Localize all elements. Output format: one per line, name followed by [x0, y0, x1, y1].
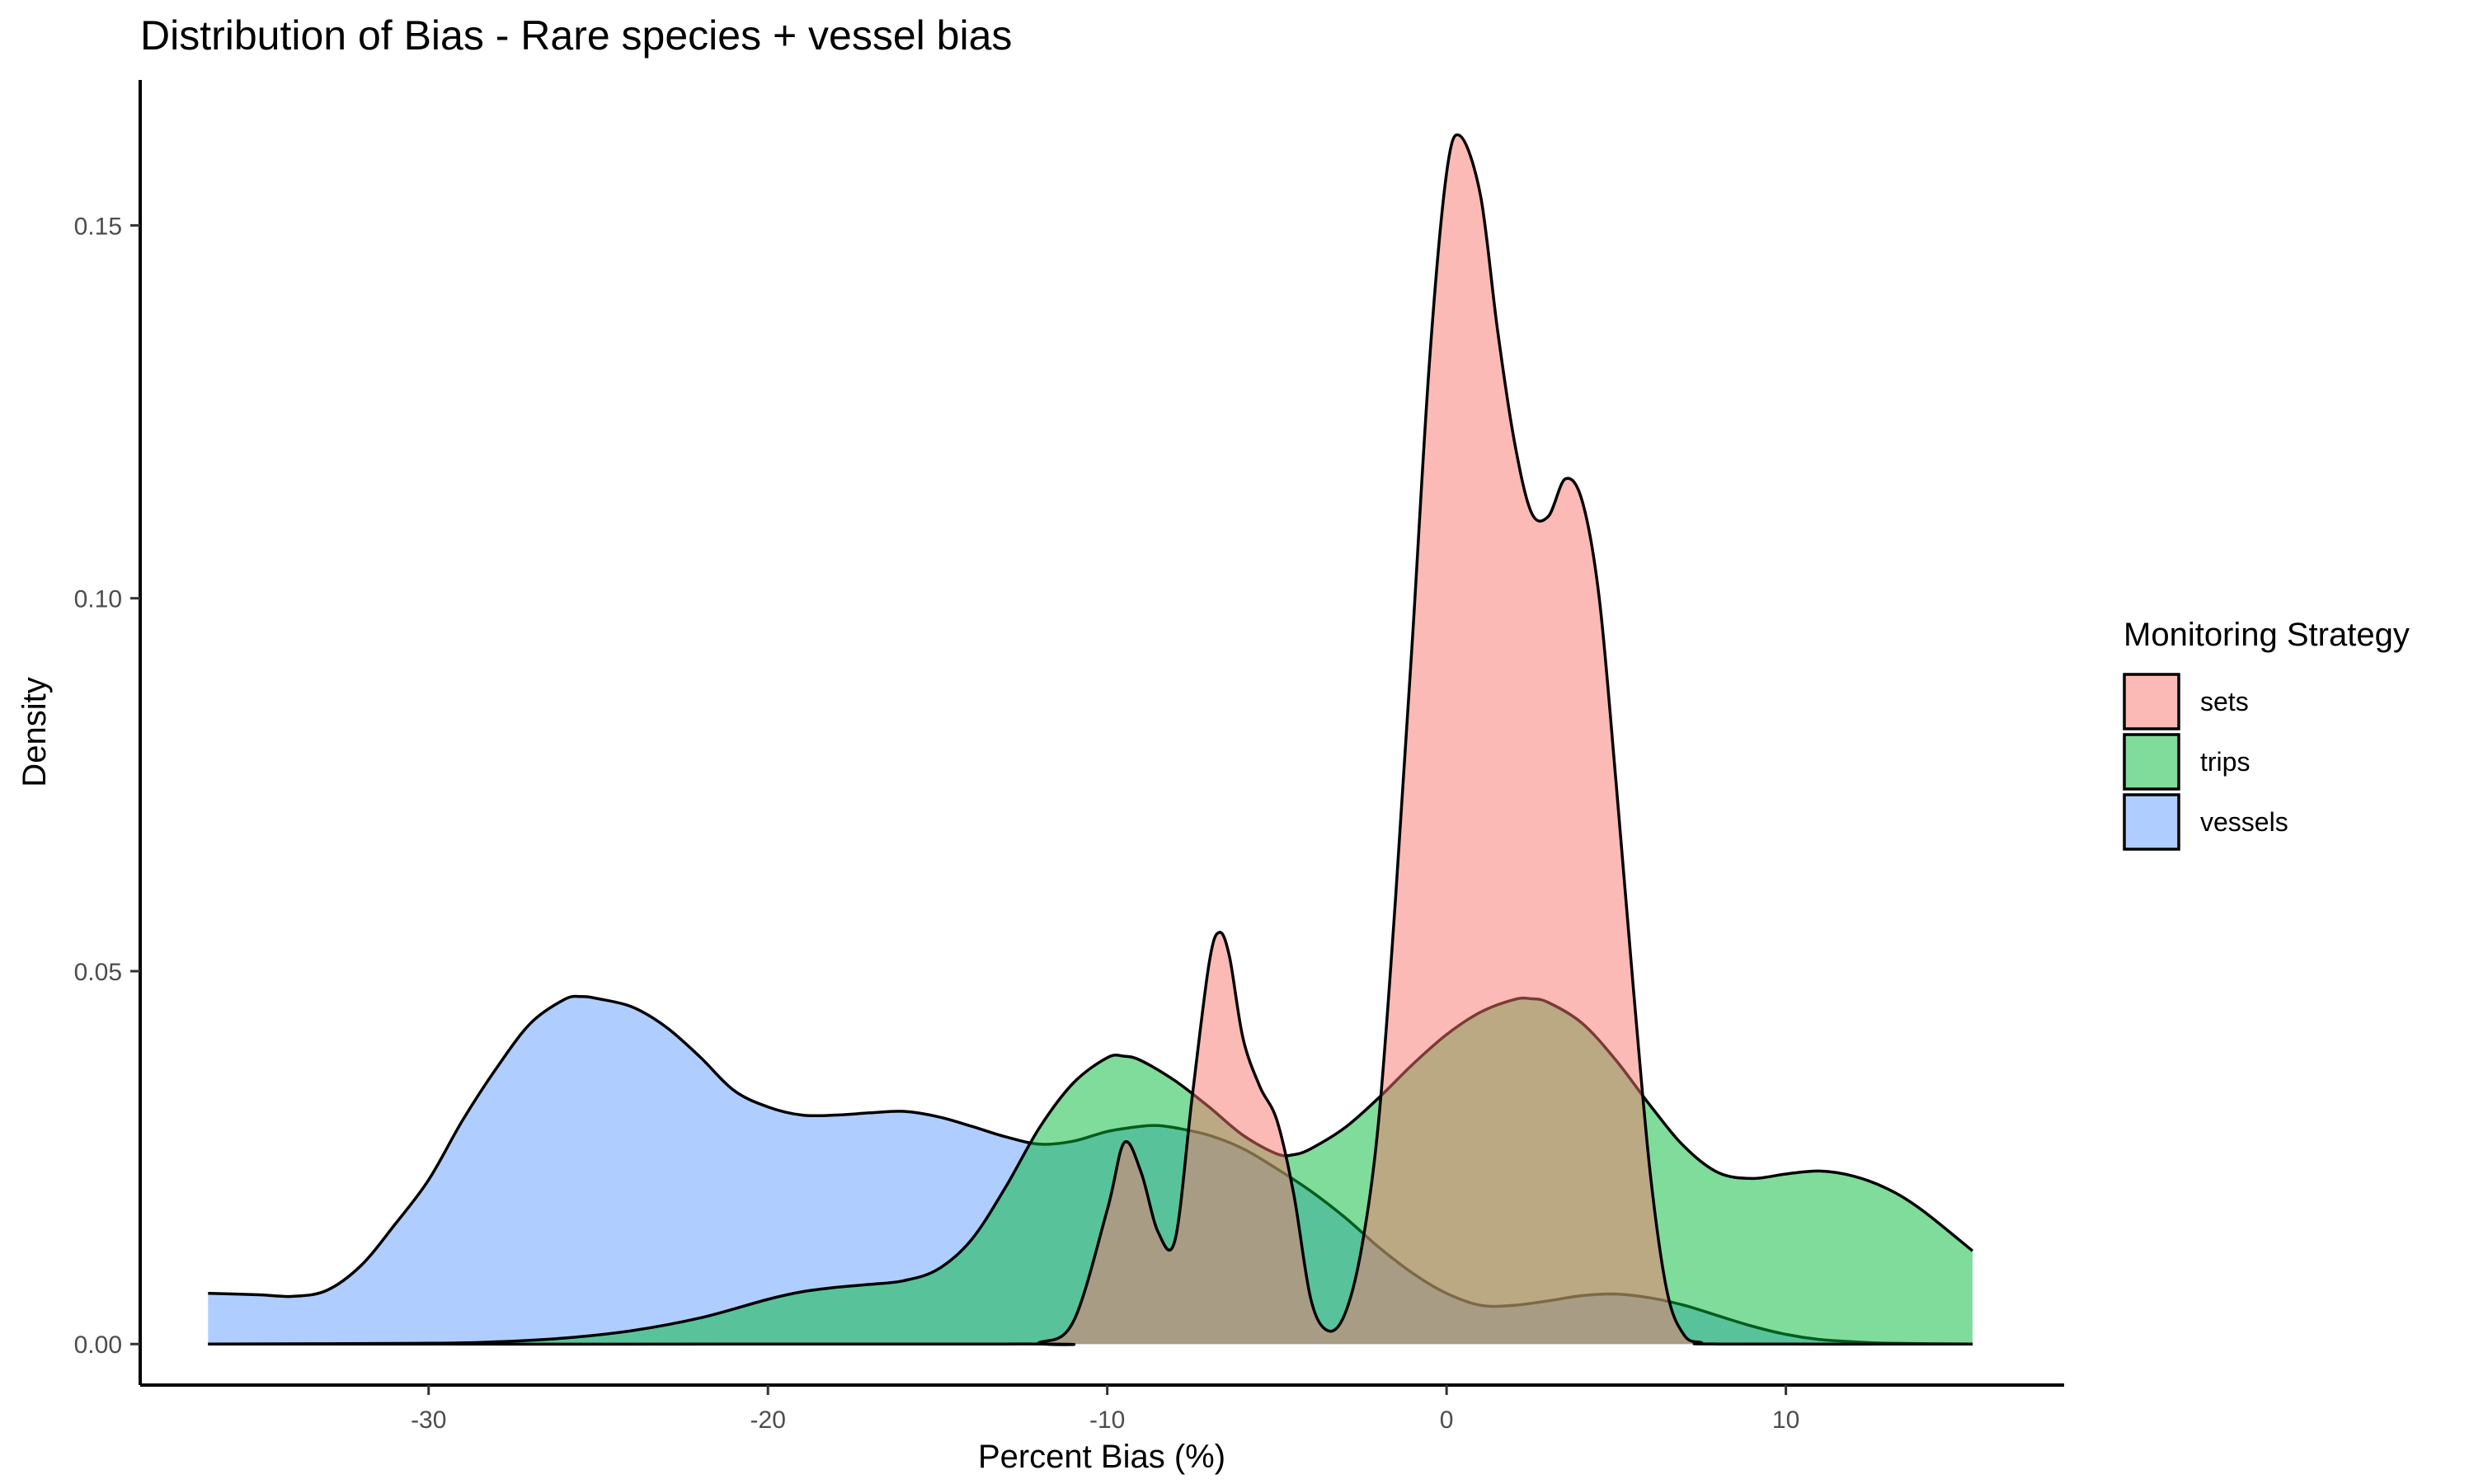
x-tick-label: -10: [1089, 1407, 1125, 1434]
x-tick-label: 0: [1440, 1407, 1454, 1434]
legend: Monitoring Strategy sets trips vessels: [2123, 617, 2410, 851]
y-axis-ticks: 0.00 0.05 0.10 0.15: [74, 213, 140, 1359]
legend-label-sets: sets: [2200, 687, 2249, 716]
y-tick-label: 0.15: [74, 213, 122, 240]
y-tick-label: 0.05: [74, 959, 122, 986]
legend-key-trips: [2123, 733, 2180, 791]
legend-key-vessels: [2123, 793, 2180, 851]
x-axis-label: Percent Bias (%): [978, 1439, 1225, 1475]
x-tick-label: 10: [1772, 1407, 1799, 1434]
y-axis-label: Density: [16, 677, 53, 787]
x-axis-ticks: -30 -20 -10 0 10: [411, 1385, 1799, 1434]
x-tick-label: -30: [411, 1407, 446, 1434]
legend-key-sets: [2123, 673, 2180, 730]
legend-label-vessels: vessels: [2200, 807, 2288, 837]
density-line-sets: [208, 133, 1973, 1346]
series-layer: [208, 133, 1973, 1346]
legend-label-trips: trips: [2200, 747, 2250, 777]
y-tick-label: 0.10: [74, 586, 122, 613]
y-tick-label: 0.00: [74, 1331, 122, 1359]
legend-title: Monitoring Strategy: [2124, 617, 2410, 653]
density-area-sets: [208, 134, 1973, 1345]
chart-title: Distribution of Bias - Rare species + ve…: [140, 12, 1012, 59]
x-tick-label: -20: [750, 1407, 786, 1434]
